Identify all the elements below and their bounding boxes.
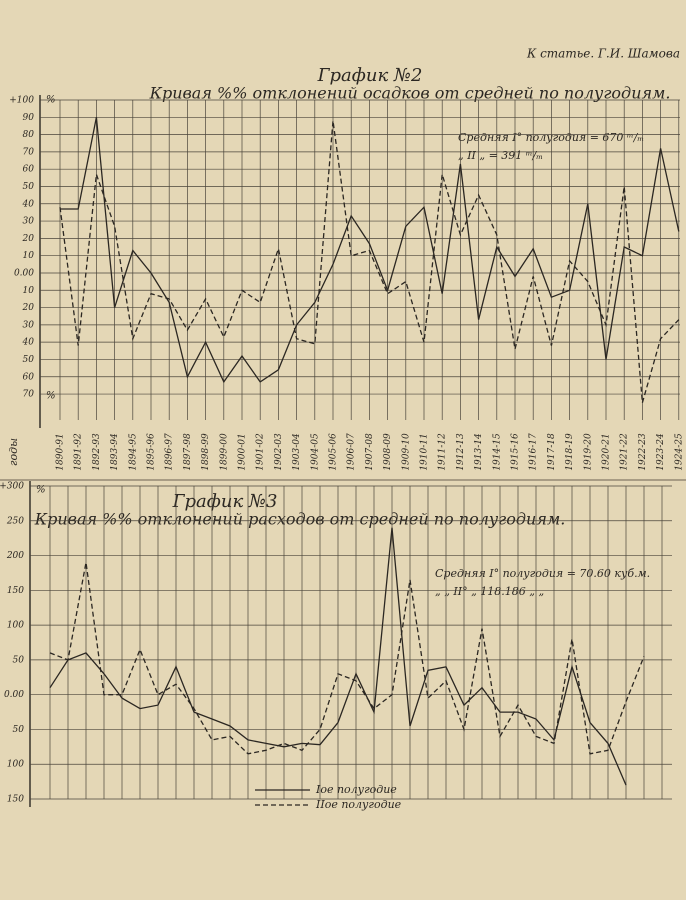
y-tick-label: 50: [23, 355, 35, 365]
x-tick-label: 1918-19: [565, 433, 575, 471]
y-tick-label: 60: [23, 372, 35, 382]
header: К статье. Г.И. Шамова: [526, 47, 680, 61]
x-tick-label: 1898-99: [201, 433, 211, 471]
y-tick-label: 50: [13, 725, 25, 735]
x-tick-label: 1909-10: [401, 433, 411, 471]
y-tick-label: 40: [22, 199, 35, 209]
annotation: „ II „ = 391 ᵐ/ₘ: [458, 149, 543, 162]
x-tick-label: 1922-23: [638, 433, 648, 471]
x-tick-label: 1891-92: [74, 433, 84, 471]
y-tick-label: 80: [23, 130, 35, 140]
x-tick-label: 1890-91: [56, 433, 66, 470]
series-line: [49, 527, 627, 786]
y-tick-label: 150: [7, 795, 24, 805]
y-tick-label: +300: [0, 482, 24, 492]
x-axis-label: годы: [7, 438, 20, 466]
series-line: [60, 117, 680, 384]
x-tick-label: 1914-15: [492, 433, 502, 471]
chart-title: График №3: [172, 491, 278, 512]
y-tick-label: 60: [23, 165, 35, 175]
x-tick-label: 1919-20: [583, 433, 593, 471]
x-tick-label: 1920-21: [602, 433, 612, 470]
y-tick-label: 0.00: [14, 268, 34, 278]
y-tick-label: 20: [22, 303, 35, 313]
chart-title: График №2: [317, 65, 423, 86]
series-line: [49, 562, 645, 755]
y-tick-label: 200: [6, 551, 24, 561]
y-tick-label: 40: [22, 338, 35, 348]
y-tick-label: 10: [23, 286, 35, 296]
x-tick-label: 1923-24: [656, 433, 666, 471]
x-tick-label: 1896-97: [165, 433, 175, 471]
x-tick-label: 1915-16: [511, 433, 521, 471]
y-tick-label: 0.00: [4, 690, 24, 700]
x-tick-label: 1911-12: [438, 433, 448, 471]
y-tick-label: 250: [6, 516, 24, 526]
x-tick-label: 1924-25: [674, 433, 684, 471]
y-tick-label: 100: [7, 760, 24, 770]
x-tick-label: 1913-14: [474, 433, 484, 471]
y-tick-label: 20: [22, 234, 35, 244]
x-tick-label: 1900-01: [238, 433, 248, 470]
y-tick-label: 50: [23, 182, 35, 192]
x-tick-label: 1904-05: [310, 433, 320, 471]
y-unit: %: [36, 485, 46, 496]
legend-label: Iое полугодие: [315, 783, 397, 796]
x-tick-label: 1902-03: [274, 433, 284, 471]
y-tick-label: +100: [9, 96, 34, 106]
x-tick-label: 1905-06: [329, 433, 339, 471]
x-tick-label: 1903-04: [292, 433, 302, 471]
chart-subtitle: Кривая %% отклонений расходов от средней…: [34, 510, 566, 529]
y-tick-label: 30: [23, 217, 35, 227]
x-tick-label: 1916-17: [529, 433, 539, 471]
y-tick-label: 30: [23, 320, 35, 330]
x-tick-label: 1892-93: [92, 433, 102, 471]
x-tick-label: 1908-09: [383, 433, 393, 471]
x-tick-label: 1917-18: [547, 433, 557, 471]
y-unit: %: [46, 391, 56, 402]
x-tick-label: 1910-11: [420, 433, 430, 470]
x-tick-label: 1912-13: [456, 433, 466, 471]
x-tick-label: 1901-02: [256, 433, 266, 471]
x-tick-label: 1897-98: [183, 433, 193, 471]
x-tick-label: 1899-00: [219, 433, 229, 471]
x-tick-label: 1907-08: [365, 433, 375, 471]
x-tick-label: 1894-95: [128, 433, 138, 471]
x-tick-label: 1906-07: [347, 433, 357, 471]
y-tick-label: 70: [23, 390, 35, 400]
legend-label: IIое полугодие: [315, 798, 402, 811]
y-tick-label: 70: [23, 147, 35, 157]
x-tick-label: 1895-96: [147, 433, 157, 471]
y-tick-label: 90: [23, 113, 35, 123]
y-tick-label: 150: [7, 586, 24, 596]
x-tick-label: 1921-22: [620, 433, 630, 471]
annotation: Средняя I° полугодия = 70.60 куб.м.: [435, 567, 650, 580]
series-line: [59, 120, 680, 403]
y-tick-label: 100: [7, 621, 24, 631]
x-tick-label: 1893-94: [110, 433, 120, 471]
annotation: „ „ II° „ 118.186 „ „: [435, 585, 544, 598]
y-tick-label: 50: [13, 655, 25, 665]
chart-subtitle: Кривая %% отклонений осадков от средней …: [149, 84, 671, 103]
y-tick-label: 10: [23, 251, 35, 261]
